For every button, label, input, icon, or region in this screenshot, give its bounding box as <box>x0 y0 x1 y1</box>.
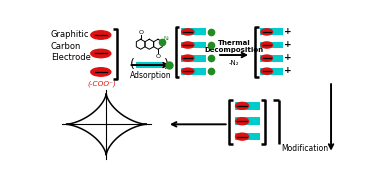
Bar <box>136 62 162 68</box>
FancyBboxPatch shape <box>260 55 283 62</box>
FancyBboxPatch shape <box>181 68 206 75</box>
FancyBboxPatch shape <box>260 29 283 35</box>
Ellipse shape <box>236 133 249 140</box>
Ellipse shape <box>236 118 249 125</box>
Text: +: + <box>284 27 292 36</box>
FancyBboxPatch shape <box>260 68 283 75</box>
Ellipse shape <box>182 55 194 61</box>
Ellipse shape <box>261 68 273 74</box>
Text: +: + <box>284 40 292 49</box>
Ellipse shape <box>91 68 111 76</box>
Ellipse shape <box>261 55 273 61</box>
Ellipse shape <box>182 42 194 48</box>
FancyBboxPatch shape <box>260 42 283 48</box>
Ellipse shape <box>91 49 111 58</box>
FancyBboxPatch shape <box>235 102 260 110</box>
FancyBboxPatch shape <box>181 42 206 48</box>
Ellipse shape <box>182 68 194 74</box>
Text: N₂: N₂ <box>164 36 170 41</box>
FancyBboxPatch shape <box>181 55 206 62</box>
Text: O: O <box>156 54 160 59</box>
Text: (-COO⁻): (-COO⁻) <box>88 81 117 87</box>
Text: -N₂: -N₂ <box>229 60 239 66</box>
Text: +: + <box>284 53 292 62</box>
FancyBboxPatch shape <box>235 117 260 125</box>
Ellipse shape <box>236 102 249 109</box>
Text: (: ( <box>130 58 135 71</box>
FancyBboxPatch shape <box>181 29 206 35</box>
Ellipse shape <box>91 31 111 39</box>
Text: Adsorption: Adsorption <box>130 71 171 80</box>
FancyBboxPatch shape <box>235 133 260 140</box>
Text: Modification: Modification <box>281 144 328 153</box>
Ellipse shape <box>182 29 194 35</box>
Ellipse shape <box>261 29 273 35</box>
Text: ): ) <box>164 58 169 71</box>
Text: +: + <box>284 66 292 75</box>
Text: Thermal
Decomposition: Thermal Decomposition <box>205 40 264 53</box>
Text: O: O <box>138 30 143 35</box>
Ellipse shape <box>261 42 273 48</box>
Text: Graphitic
Carbon
Electrode: Graphitic Carbon Electrode <box>51 30 91 62</box>
